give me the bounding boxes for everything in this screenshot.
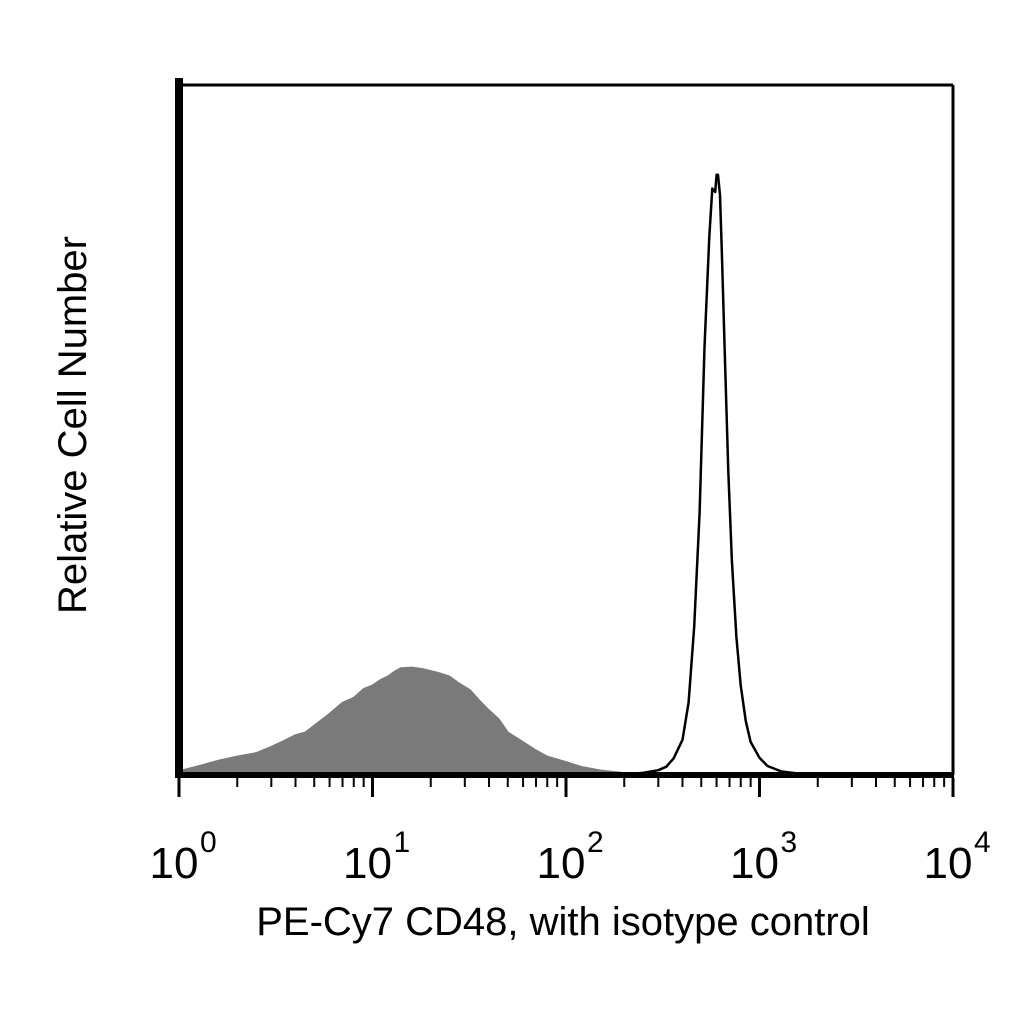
x-tick-label-exponent: 2 <box>587 826 604 859</box>
x-tick-label: 10 1 <box>343 826 410 888</box>
x-tick-label: 10 2 <box>537 826 604 888</box>
cd48-stained-histogram <box>600 173 818 777</box>
x-tick-label-exponent: 0 <box>200 826 217 859</box>
x-axis-tick-labels: 10 0 10 1 10 2 10 3 10 4 <box>150 826 991 888</box>
x-tick-label-exponent: 3 <box>781 826 798 859</box>
x-tick-label-base: 10 <box>730 839 779 888</box>
x-tick-label-base: 10 <box>924 839 973 888</box>
x-tick-label-base: 10 <box>343 839 392 888</box>
x-axis-ticks <box>177 778 955 797</box>
series-layer <box>178 173 818 777</box>
plot-frame <box>175 78 955 778</box>
x-tick-label: 10 3 <box>730 826 797 888</box>
isotype-control-histogram <box>178 666 659 776</box>
x-tick-label-exponent: 4 <box>974 826 991 859</box>
x-tick-label-base: 10 <box>537 839 586 888</box>
x-tick-label-base: 10 <box>150 839 199 888</box>
x-tick-label: 10 4 <box>924 826 991 888</box>
y-axis-label: Relative Cell Number <box>51 236 95 614</box>
x-tick-label: 10 0 <box>150 826 217 888</box>
x-axis-label: PE-Cy7 CD48, with isotype control <box>256 900 870 944</box>
x-tick-label-exponent: 1 <box>394 826 411 859</box>
